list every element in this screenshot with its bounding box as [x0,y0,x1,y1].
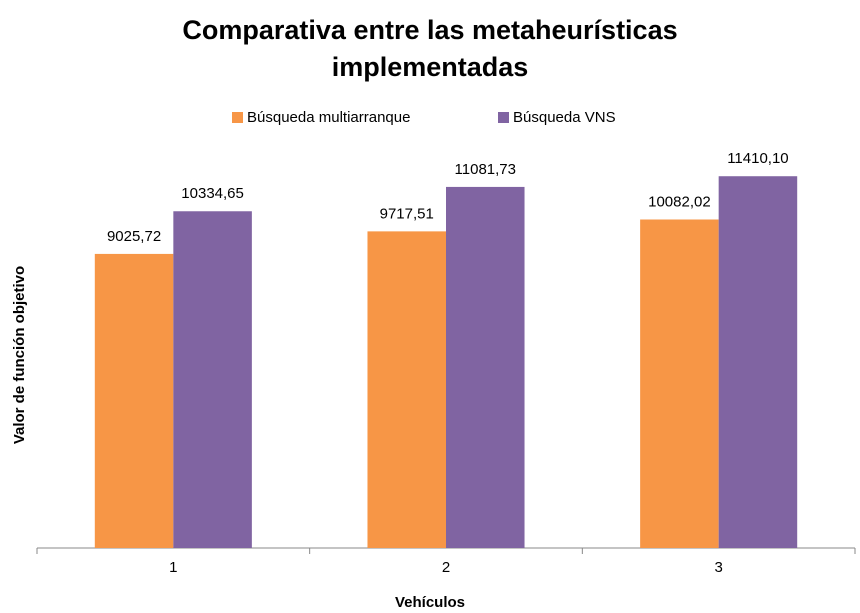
data-label: 11410,10 [727,150,788,167]
x-tick-label: 1 [169,559,177,576]
bar [94,253,174,548]
bar [173,211,252,549]
bar [640,219,719,548]
bar [367,231,446,548]
data-label: 9025,72 [107,228,161,245]
x-tick-label: 2 [442,559,450,576]
data-label: 11081,73 [455,161,516,178]
legend-swatch [232,112,243,123]
x-axis-label: Vehículos [395,594,465,611]
data-label: 10334,65 [181,185,244,202]
legend-label: Búsqueda multiarranque [247,109,410,126]
chart-title: Comparativa entre las metaheurísticas im… [182,15,678,82]
x-tick-label: 3 [714,559,722,576]
legend-swatch [498,112,509,123]
legend-label: Búsqueda VNS [513,109,616,126]
bar [446,186,525,549]
data-label: 10082,02 [648,193,711,210]
y-axis-label: Valor de función objetivo [11,266,28,444]
data-label: 9717,51 [380,205,434,222]
bar [718,176,798,549]
